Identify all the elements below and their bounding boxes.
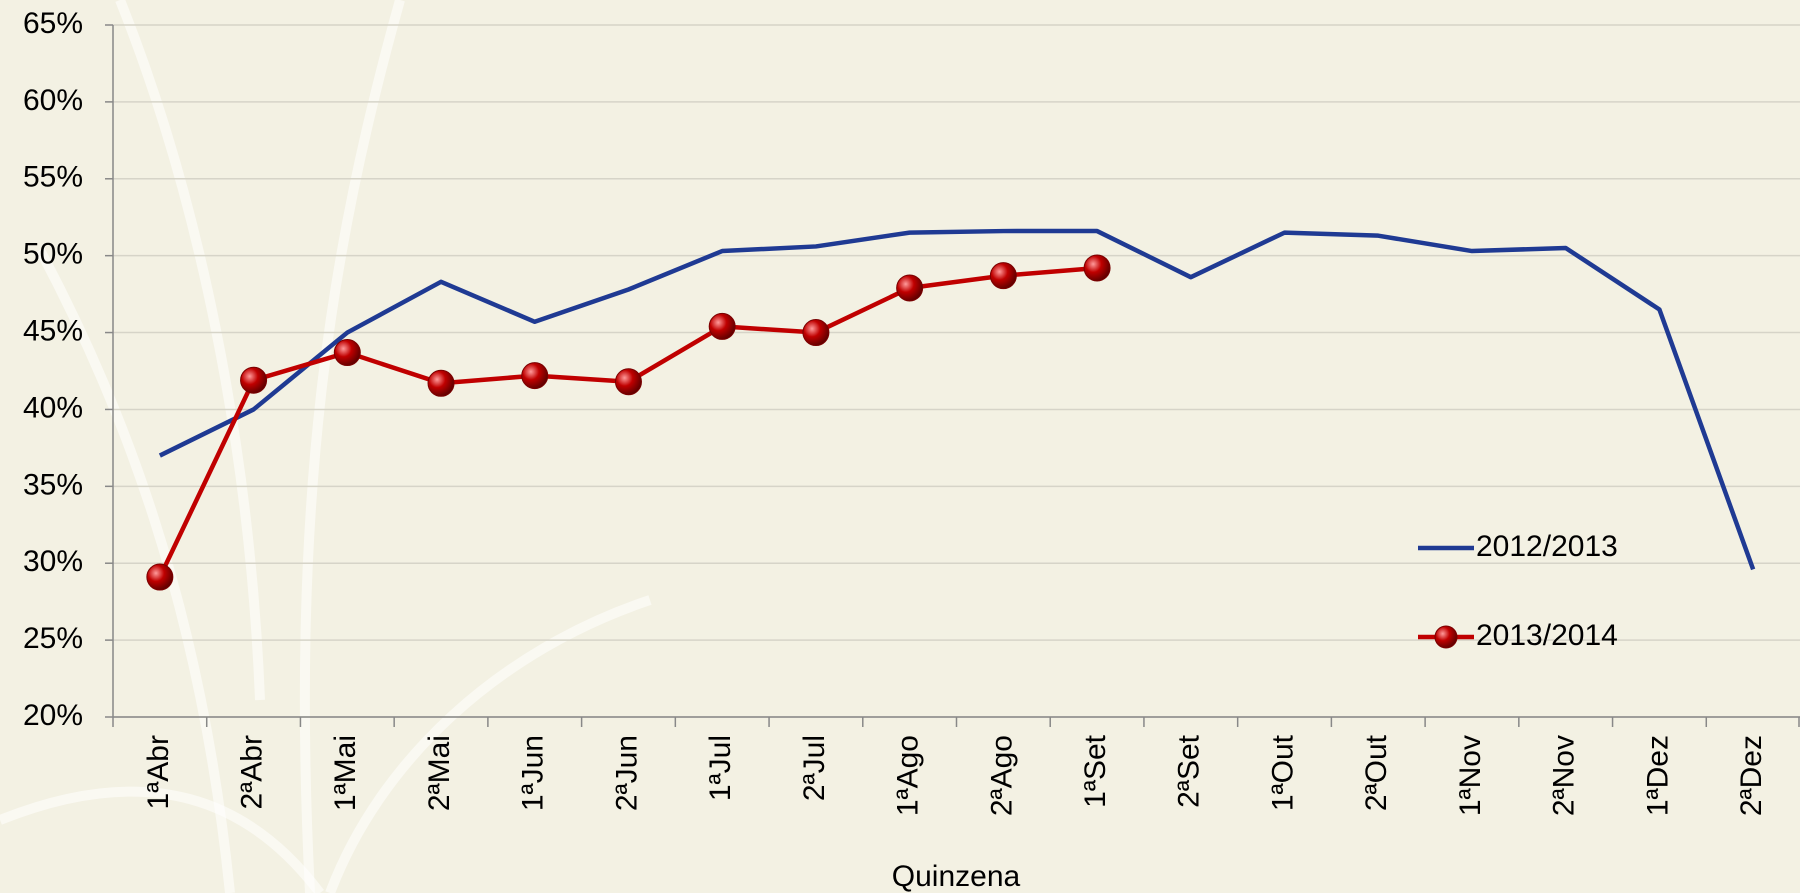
- x-tick-label: 1ªJul: [704, 735, 737, 801]
- x-tick-label: 1ªAgo: [892, 735, 925, 816]
- x-tick-label: 1ªNov: [1454, 735, 1487, 816]
- x-tick-label: 2ªDez: [1735, 735, 1768, 816]
- chart: Quinzena 20% 25% 30% 35% 40% 45% 50% 55% 60% 65% 1…: [0, 0, 1800, 893]
- x-tick-label: 1ªOut: [1266, 734, 1299, 811]
- y-tick-label: 40%: [23, 391, 83, 424]
- x-tick-label: 2ªSet: [1173, 734, 1206, 807]
- data-point: [990, 263, 1016, 289]
- data-point: [897, 275, 923, 301]
- y-tick-label: 25%: [23, 622, 83, 655]
- x-tick-label: 1ªMai: [329, 735, 362, 811]
- y-tick-label: 35%: [23, 468, 83, 501]
- y-tick-label: 65%: [23, 7, 83, 40]
- data-point: [241, 367, 267, 393]
- y-tick-label: 30%: [23, 545, 83, 578]
- x-tick-label: 2ªAbr: [236, 735, 269, 809]
- y-tick-label: 20%: [23, 699, 83, 732]
- x-tick-label: 2ªJun: [610, 735, 643, 811]
- data-point: [334, 340, 360, 366]
- x-tick-label: 2ªJul: [798, 735, 831, 801]
- legend-label: 2012/2013: [1476, 530, 1618, 563]
- y-tick-label: 45%: [23, 314, 83, 347]
- x-tick-label: 1ªDez: [1641, 735, 1674, 816]
- y-tick-label: 60%: [23, 84, 83, 117]
- y-tick-label: 50%: [23, 238, 83, 271]
- x-tick-label: 2ªAgo: [985, 735, 1018, 816]
- background-decoration: [0, 0, 650, 893]
- x-tick-label: 1ªAbr: [142, 735, 175, 809]
- x-tick-label: 1ªJun: [517, 735, 550, 811]
- data-point: [803, 320, 829, 346]
- page: {"chart_data": {"type": "line", "x_label…: [0, 0, 1800, 893]
- x-tick-label: 2ªOut: [1360, 734, 1393, 811]
- x-tick-label: 2ªNov: [1548, 735, 1581, 816]
- x-tick-label: 1ªSet: [1079, 734, 1112, 807]
- legend-marker: [1435, 626, 1457, 648]
- legend-label: 2013/2014: [1476, 619, 1618, 652]
- data-point: [522, 363, 548, 389]
- y-tick-label: 55%: [23, 161, 83, 194]
- data-point: [428, 370, 454, 396]
- data-point: [709, 313, 735, 339]
- data-point: [1084, 255, 1110, 281]
- data-point: [147, 564, 173, 590]
- data-point: [615, 369, 641, 395]
- x-axis-title: Quinzena: [892, 860, 1021, 893]
- series-line: [160, 268, 1097, 577]
- x-tick-label: 2ªMai: [423, 735, 456, 811]
